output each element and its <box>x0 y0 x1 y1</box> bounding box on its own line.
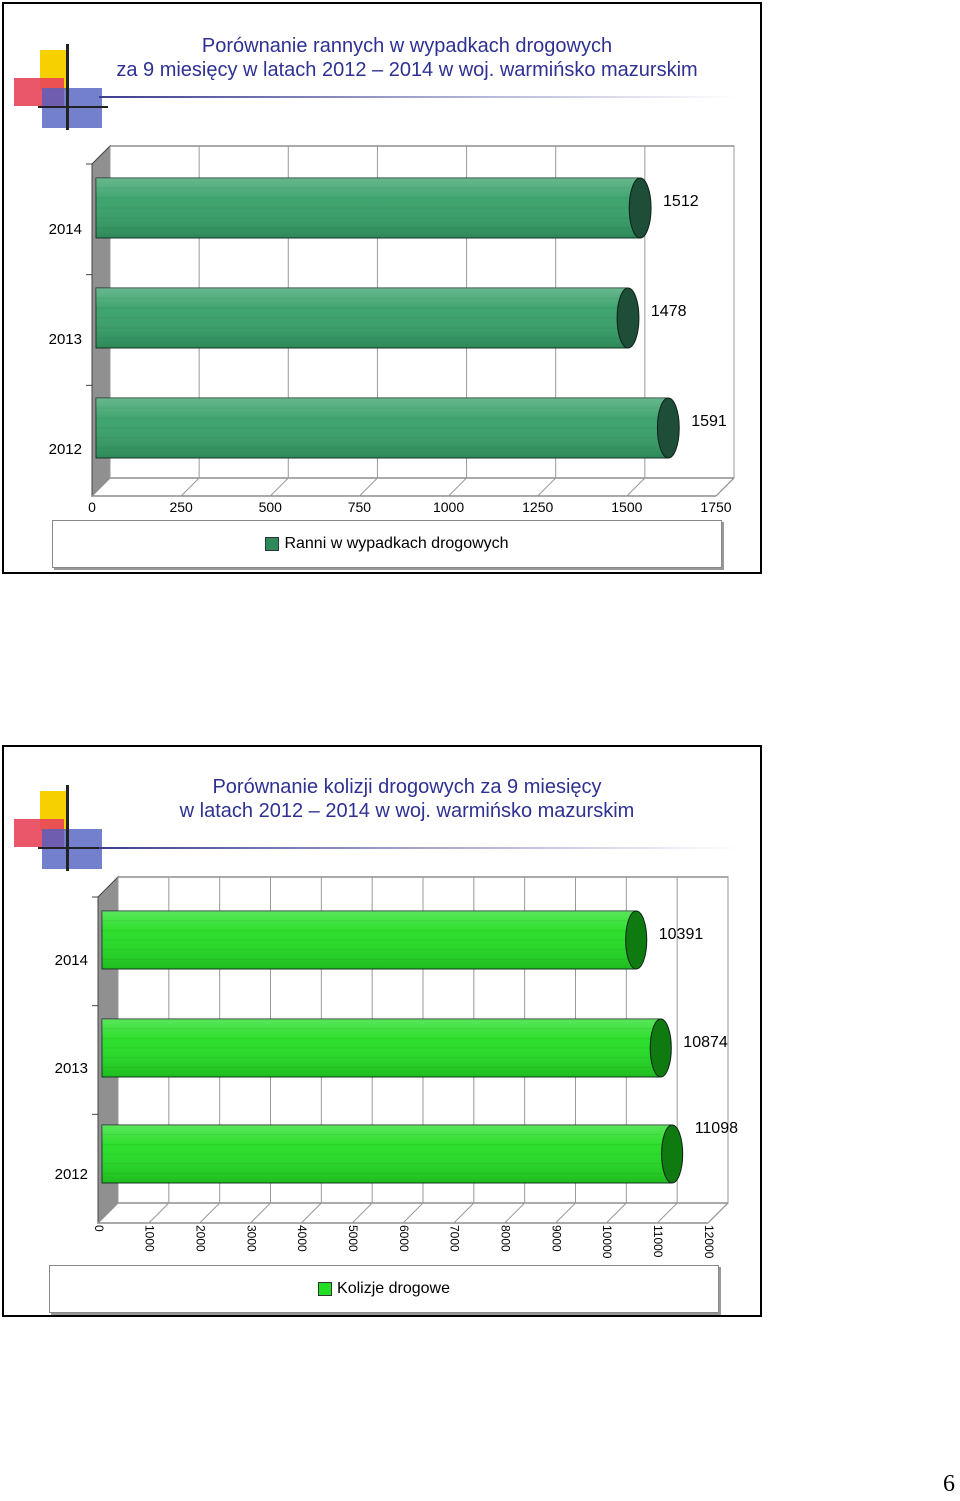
data-label: 1591 <box>691 413 727 430</box>
legend: Ranni w wypadkach drogowych <box>52 520 722 568</box>
bar-end-cap <box>656 397 680 459</box>
bar-end-cap <box>649 1018 672 1078</box>
bar-shading <box>96 398 669 458</box>
gridline-floor <box>269 477 289 497</box>
gridline-floor <box>300 1202 322 1224</box>
legend-swatch <box>318 1282 333 1296</box>
logo-icon <box>14 44 108 130</box>
gridline-floor <box>707 1202 729 1224</box>
bar-shading <box>102 1019 661 1077</box>
gridline-floor <box>97 1202 119 1224</box>
gridline-floor <box>91 477 111 497</box>
gridline-floor <box>537 477 557 497</box>
bar-end-cap <box>661 1124 684 1184</box>
bar-shading <box>102 911 637 969</box>
x-tick-label: 0 <box>88 499 96 514</box>
gridline-floor <box>656 1202 678 1224</box>
x-tick-label: 0 <box>92 1225 106 1232</box>
x-tick-label: 1500 <box>611 499 642 514</box>
chart-title: Porównanie kolizji drogowych za 9 miesię… <box>64 775 750 823</box>
slide-injured: Porównanie rannych w wypadkach drogowych… <box>2 2 762 574</box>
title-rule <box>99 96 739 98</box>
bar-shading <box>96 288 629 348</box>
x-tick-label: 1000 <box>433 499 464 514</box>
gridline-floor <box>555 1202 576 1224</box>
slide-collisions: Porównanie kolizji drogowych za 9 miesię… <box>2 745 762 1317</box>
category-label: 2014 <box>55 952 88 969</box>
gridline-floor <box>402 1202 424 1224</box>
data-label: 11098 <box>695 1120 738 1137</box>
x-tick-label: 2000 <box>193 1225 207 1252</box>
gridline-floor <box>626 477 646 497</box>
legend-label: Ranni w wypadkach drogowych <box>284 535 509 552</box>
gridline-floor <box>199 1202 221 1224</box>
bar-end-cap <box>628 177 652 239</box>
logo-icon <box>14 785 108 871</box>
x-tick-label: 12000 <box>702 1225 716 1259</box>
bar-end-cap <box>625 910 648 970</box>
collisions-bar-chart: 0 1000 2000 3000 4000 5000 6000 7000 8000 9000 100… <box>55 875 738 1259</box>
x-tick-label: 8000 <box>498 1225 512 1252</box>
x-tick-label: 1000 <box>143 1225 157 1252</box>
category-label: 2013 <box>55 1060 88 1077</box>
x-tick-label: 1750 <box>700 499 731 514</box>
title-rule <box>99 847 739 849</box>
injured-bar-chart: 0 250 500 750 1000 1250 1500 1750 2014 1512 2013 14… <box>49 144 735 514</box>
category-label: 2013 <box>49 331 82 348</box>
gridline-floor <box>715 477 735 497</box>
title-line-2: w latach 2012 – 2014 w woj. warmińsko ma… <box>179 800 635 822</box>
gridline-floor <box>605 1202 627 1224</box>
x-tick-label: 3000 <box>244 1225 258 1252</box>
gridline-floor <box>504 1202 526 1224</box>
category-label: 2014 <box>49 221 82 238</box>
x-tick-label: 6000 <box>397 1225 411 1252</box>
data-label: 10391 <box>659 926 704 943</box>
data-label: 10874 <box>683 1034 728 1051</box>
data-label: 1478 <box>651 303 687 320</box>
gridline-floor <box>351 1202 373 1224</box>
bar-shading <box>96 178 641 238</box>
x-tick-label: 750 <box>348 499 372 514</box>
gridline-floor <box>250 1202 271 1224</box>
bar-shading <box>102 1125 673 1183</box>
title-line-2: za 9 miesięcy w latach 2012 – 2014 w woj… <box>116 59 698 81</box>
page-number: 6 <box>943 1471 955 1497</box>
x-tick-label: 10000 <box>600 1225 614 1259</box>
x-tick-label: 9000 <box>549 1225 563 1252</box>
gridline-floor <box>448 477 467 497</box>
x-tick-label: 11000 <box>651 1225 665 1258</box>
legend-swatch <box>265 537 280 551</box>
gridline-floor <box>453 1202 475 1224</box>
gridline-floor <box>359 477 378 497</box>
x-tick-label: 1250 <box>522 499 553 514</box>
chart-title: Porównanie rannych w wypadkach drogowych… <box>64 34 750 82</box>
x-tick-label: 500 <box>259 499 283 514</box>
legend-label: Kolizje drogowe <box>337 1280 450 1297</box>
bar-end-cap <box>616 287 640 349</box>
gridline-floor <box>180 477 200 497</box>
category-label: 2012 <box>55 1166 88 1183</box>
x-tick-label: 7000 <box>448 1225 462 1252</box>
title-line-1: Porównanie kolizji drogowych za 9 miesię… <box>212 776 602 798</box>
data-label: 1512 <box>663 193 699 210</box>
x-tick-label: 4000 <box>295 1225 309 1252</box>
legend: Kolizje drogowe <box>49 1265 719 1313</box>
x-tick-label: 250 <box>169 499 193 514</box>
gridline-floor <box>148 1202 170 1224</box>
category-label: 2012 <box>49 441 82 458</box>
x-tick-label: 5000 <box>346 1225 360 1252</box>
title-line-1: Porównanie rannych w wypadkach drogowych <box>201 35 613 57</box>
